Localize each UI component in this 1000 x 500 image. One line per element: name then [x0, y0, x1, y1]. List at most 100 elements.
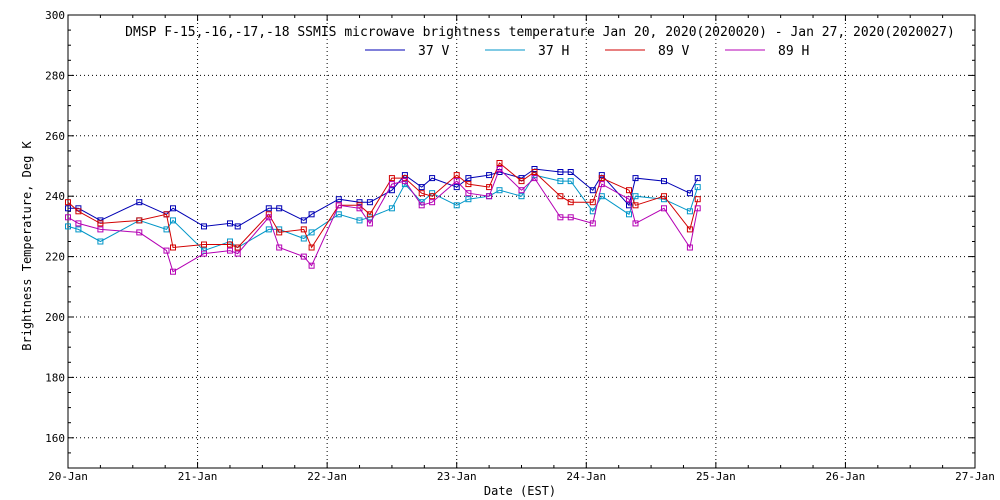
- data-point: [486, 193, 493, 200]
- data-point: [531, 175, 538, 182]
- series-line: [67, 168, 699, 273]
- data-point: [136, 229, 143, 236]
- data-point: [335, 196, 342, 203]
- data-point: [276, 229, 283, 236]
- data-point: [589, 187, 596, 194]
- data-point: [401, 178, 408, 185]
- data-point: [429, 175, 436, 182]
- data-point: [335, 202, 342, 209]
- chart-title: DMSP F-15,-16,-17,-18 SSMIS microwave br…: [125, 25, 955, 40]
- data-point: [496, 166, 503, 172]
- data-point: [686, 190, 693, 197]
- data-point: [234, 244, 241, 251]
- data-point: [518, 187, 525, 194]
- data-point: [686, 226, 693, 233]
- data-point: [626, 187, 632, 194]
- data-point: [227, 220, 233, 227]
- data-point: [694, 196, 701, 203]
- data-point: [265, 226, 272, 233]
- data-point: [388, 181, 395, 188]
- data-point: [65, 223, 71, 230]
- x-tick-label: 26-Jan: [826, 470, 866, 483]
- legend-label: 89 H: [778, 44, 809, 59]
- x-axis-label: Date (EST): [484, 484, 556, 498]
- data-point: [418, 202, 425, 209]
- data-point: [170, 205, 176, 212]
- y-tick-label: 200: [45, 311, 65, 324]
- data-point: [661, 193, 667, 200]
- data-point: [356, 205, 363, 212]
- x-tick-label: 25-Jan: [696, 470, 736, 483]
- series-layer: [65, 160, 701, 275]
- legend: 37 V 37 H 89 V 89 H: [365, 44, 809, 59]
- data-point: [300, 226, 307, 233]
- y-tick-label: 260: [45, 130, 65, 143]
- data-point: [170, 244, 176, 251]
- data-point: [567, 178, 574, 185]
- data-point: [694, 175, 701, 182]
- legend-label: 37 V: [418, 44, 449, 59]
- data-point: [75, 220, 82, 227]
- data-point: [661, 205, 667, 212]
- data-point: [496, 187, 503, 194]
- data-point: [234, 223, 241, 230]
- data-point: [632, 220, 639, 227]
- axis-ticks: 20-Jan 21-Jan 22-Jan 23-Jan 24-Jan 25-Jan 26-J…: [45, 9, 995, 483]
- data-point: [557, 178, 564, 185]
- y-axis-label: Brightness Temperature, Deg K: [20, 140, 34, 350]
- data-point: [453, 178, 460, 185]
- data-point: [308, 244, 315, 251]
- y-tick-label: 180: [45, 371, 65, 384]
- data-point: [201, 241, 207, 248]
- data-point: [300, 253, 307, 260]
- data-point: [589, 199, 596, 206]
- data-point: [626, 211, 632, 218]
- data-point: [136, 199, 143, 206]
- x-tick-label: 22-Jan: [307, 470, 347, 483]
- data-point: [388, 205, 395, 212]
- data-point: [598, 175, 605, 182]
- data-point: [486, 172, 493, 179]
- data-point: [388, 175, 395, 182]
- data-point: [518, 178, 525, 185]
- data-point: [686, 244, 693, 251]
- data-point: [567, 199, 574, 206]
- data-point: [265, 214, 272, 221]
- data-point: [170, 217, 176, 224]
- data-point: [276, 205, 283, 212]
- y-tick-label: 160: [45, 432, 65, 445]
- data-point: [589, 220, 596, 227]
- data-point: [418, 184, 425, 191]
- data-point: [65, 214, 71, 221]
- legend-label: 37 H: [538, 44, 569, 59]
- data-point: [429, 193, 436, 200]
- series-89-h: [65, 166, 701, 275]
- data-point: [75, 226, 82, 233]
- data-point: [170, 268, 176, 275]
- data-point: [300, 217, 307, 224]
- x-tick-label: 24-Jan: [566, 470, 606, 483]
- data-point: [453, 172, 460, 179]
- data-point: [366, 199, 373, 206]
- data-point: [136, 217, 143, 224]
- data-point: [418, 190, 425, 197]
- data-point: [686, 208, 693, 215]
- data-point: [531, 169, 538, 175]
- data-point: [276, 244, 283, 251]
- data-point: [65, 199, 71, 206]
- data-point: [356, 217, 363, 224]
- data-point: [201, 250, 207, 257]
- data-point: [227, 241, 233, 248]
- data-point: [632, 175, 639, 182]
- data-point: [234, 250, 241, 257]
- data-point: [300, 235, 307, 242]
- data-point: [626, 196, 632, 203]
- data-point: [356, 199, 363, 206]
- data-point: [465, 190, 472, 197]
- data-point: [465, 175, 472, 182]
- data-point: [163, 247, 170, 254]
- x-tick-label: 27-Jan: [955, 470, 995, 483]
- data-point: [163, 211, 170, 218]
- data-point: [335, 211, 342, 218]
- data-point: [265, 205, 272, 212]
